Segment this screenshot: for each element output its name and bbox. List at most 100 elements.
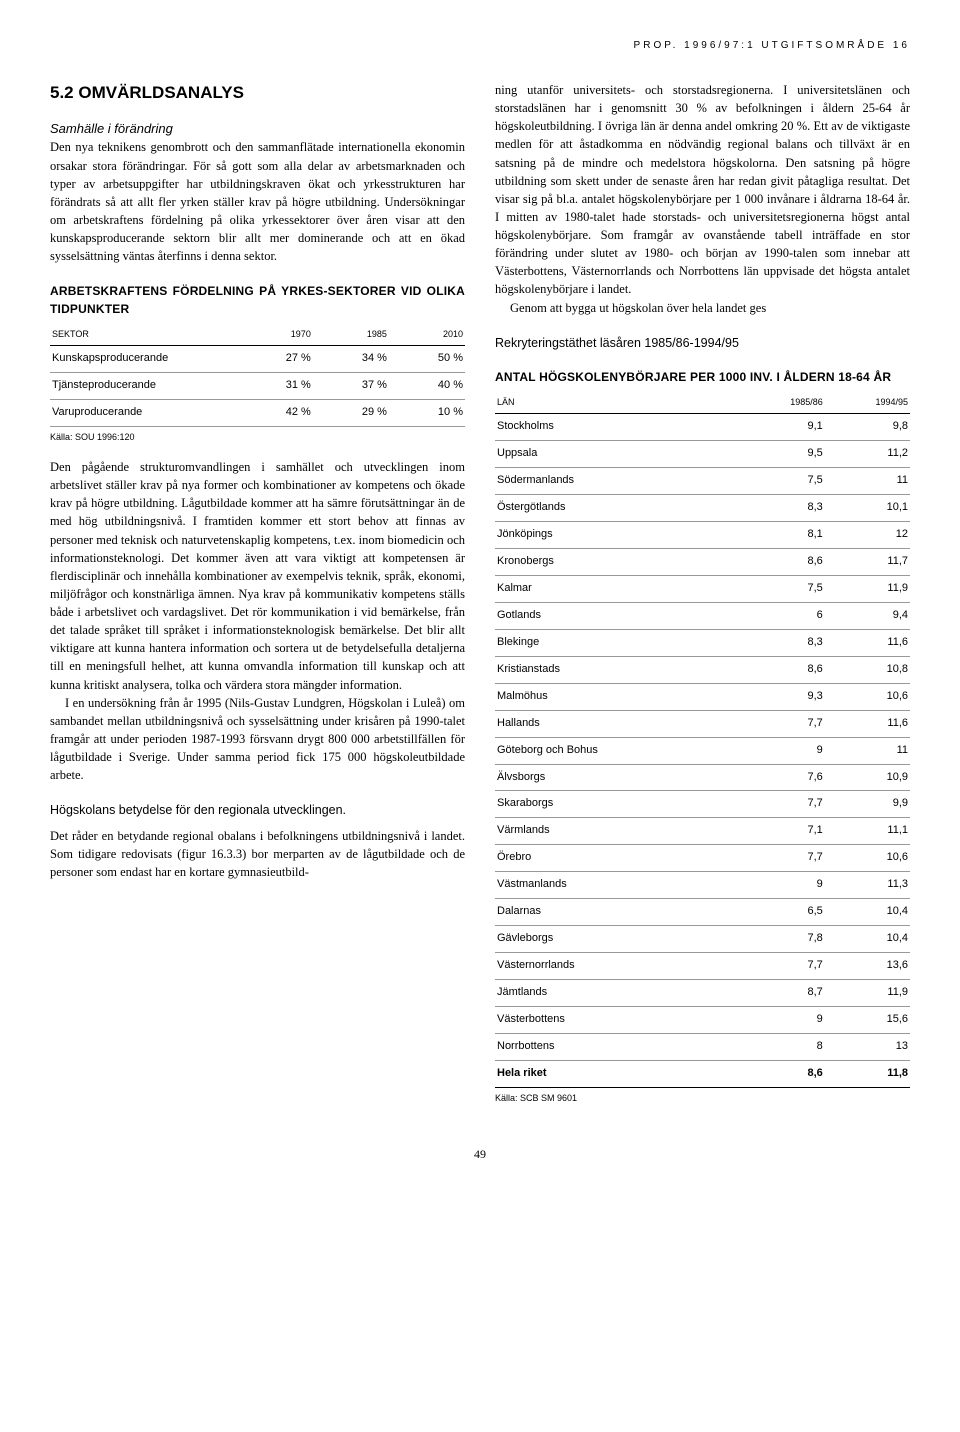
table-cell: 9 [740, 737, 825, 764]
left-column: 5.2 OMVÄRLDSANALYS Samhälle i förändring… [50, 81, 465, 1119]
table-cell: 7,5 [740, 468, 825, 495]
table-row: Jönköpings8,112 [495, 522, 910, 549]
table-cell: Kunskapsproducerande [50, 346, 237, 373]
table-cell: 11,3 [825, 872, 910, 899]
table-row: Dalarnas6,510,4 [495, 899, 910, 926]
table-cell: 7,7 [740, 845, 825, 872]
table-cell: Älvsborgs [495, 764, 740, 791]
table-row: Älvsborgs7,610,9 [495, 764, 910, 791]
table-cell: 13,6 [825, 953, 910, 980]
table-cell: 31 % [237, 373, 313, 400]
table1-source: Källa: SOU 1996:120 [50, 431, 465, 444]
table-cell: Gävleborgs [495, 926, 740, 953]
table-cell: Blekinge [495, 629, 740, 656]
table-cell: 9,5 [740, 441, 825, 468]
table-cell: 40 % [389, 373, 465, 400]
table-cell: Skaraborgs [495, 791, 740, 818]
sub-heading: Högskolans betydelse för den regionala u… [50, 802, 465, 818]
table-cell: Norrbottens [495, 1033, 740, 1060]
table-row: Kristianstads8,610,8 [495, 656, 910, 683]
table-cell: 9,4 [825, 602, 910, 629]
table-row: Gävleborgs7,810,4 [495, 926, 910, 953]
table-row: Uppsala9,511,2 [495, 441, 910, 468]
table-cell: 7,7 [740, 710, 825, 737]
table-cell: 10 % [389, 400, 465, 427]
paragraph: Den nya teknikens genombrott och den sam… [50, 138, 465, 265]
table-cell: Hela riket [495, 1060, 740, 1087]
table-row: Jämtlands8,711,9 [495, 980, 910, 1007]
table-cell: Varuproducerande [50, 400, 237, 427]
col-header: LÄN [495, 392, 740, 414]
table-cell: 8,7 [740, 980, 825, 1007]
table-row: Kunskapsproducerande27 %34 %50 % [50, 346, 465, 373]
table-cell: Kristianstads [495, 656, 740, 683]
table-cell: Västernorrlands [495, 953, 740, 980]
paragraph: ning utanför universitets- och storstads… [495, 81, 910, 299]
table-cell: 11,2 [825, 441, 910, 468]
table-cell: 8 [740, 1033, 825, 1060]
table-cell: 11,7 [825, 549, 910, 576]
two-column-layout: 5.2 OMVÄRLDSANALYS Samhälle i förändring… [50, 81, 910, 1119]
table-cell: Gotlands [495, 602, 740, 629]
col-header: 2010 [389, 324, 465, 346]
table-workforce: SEKTOR 1970 1985 2010 Kunskapsproduceran… [50, 324, 465, 427]
table-cell: Jönköpings [495, 522, 740, 549]
section-number: 5.2 [50, 83, 74, 102]
table-cell: 8,3 [740, 495, 825, 522]
table-cell: 11,9 [825, 980, 910, 1007]
table-cell: 11,8 [825, 1060, 910, 1087]
table1-title: ARBETSKRAFTENS FÖRDELNING PÅ YRKES-SEKTO… [50, 283, 465, 318]
table-row: Hallands7,711,6 [495, 710, 910, 737]
table-cell: Västerbottens [495, 1006, 740, 1033]
col-header: 1994/95 [825, 392, 910, 414]
col-header: 1985/86 [740, 392, 825, 414]
table-cell: 11,6 [825, 710, 910, 737]
table-cell: 11 [825, 737, 910, 764]
table-cell: Jämtlands [495, 980, 740, 1007]
table-row: Gotlands69,4 [495, 602, 910, 629]
table-cell: 6 [740, 602, 825, 629]
paragraph: Det råder en betydande regional obalans … [50, 827, 465, 881]
table-row: Västerbottens915,6 [495, 1006, 910, 1033]
table-cell: 7,7 [740, 791, 825, 818]
table-cell: Örebro [495, 845, 740, 872]
table-cell: 37 % [313, 373, 389, 400]
table-cell: 42 % [237, 400, 313, 427]
table-cell: 7,1 [740, 818, 825, 845]
chart-title: Rekryteringstäthet läsåren 1985/86-1994/… [495, 335, 910, 351]
table-cell: 8,6 [740, 1060, 825, 1087]
subtitle-italic: Samhälle i förändring [50, 120, 465, 139]
paragraph: Genom att bygga ut högskolan över hela l… [495, 299, 910, 317]
table-cell: 9,8 [825, 414, 910, 441]
table-cell: 6,5 [740, 899, 825, 926]
table-cell: Stockholms [495, 414, 740, 441]
table-cell: 10,4 [825, 926, 910, 953]
page-header: PROP. 1996/97:1 UTGIFTSOMRÅDE 16 [50, 40, 910, 51]
table-cell: 9 [740, 872, 825, 899]
table-cell: Södermanlands [495, 468, 740, 495]
table-cell: 11,6 [825, 629, 910, 656]
table-row: Tjänsteproducerande31 %37 %40 % [50, 373, 465, 400]
table-row: Kronobergs8,611,7 [495, 549, 910, 576]
table-cell: Västmanlands [495, 872, 740, 899]
table2-title: ANTAL HÖGSKOLENYBÖRJARE PER 1000 INV. I … [495, 369, 910, 386]
table-row: Värmlands7,111,1 [495, 818, 910, 845]
table-cell: 8,3 [740, 629, 825, 656]
table-cell: 12 [825, 522, 910, 549]
table-cell: Östergötlands [495, 495, 740, 522]
table-cell: 8,6 [740, 656, 825, 683]
table-row: Göteborg och Bohus911 [495, 737, 910, 764]
table-cell: 11,1 [825, 818, 910, 845]
col-header: SEKTOR [50, 324, 237, 346]
table-cell: 10,6 [825, 845, 910, 872]
table-row: Södermanlands7,511 [495, 468, 910, 495]
table-cell: Dalarnas [495, 899, 740, 926]
table-cell: 15,6 [825, 1006, 910, 1033]
table-cell: Värmlands [495, 818, 740, 845]
table-cell: 27 % [237, 346, 313, 373]
table-row: Norrbottens813 [495, 1033, 910, 1060]
table-cell: 9,3 [740, 683, 825, 710]
table-cell: 34 % [313, 346, 389, 373]
table-cell: 10,6 [825, 683, 910, 710]
table-cell: Malmöhus [495, 683, 740, 710]
